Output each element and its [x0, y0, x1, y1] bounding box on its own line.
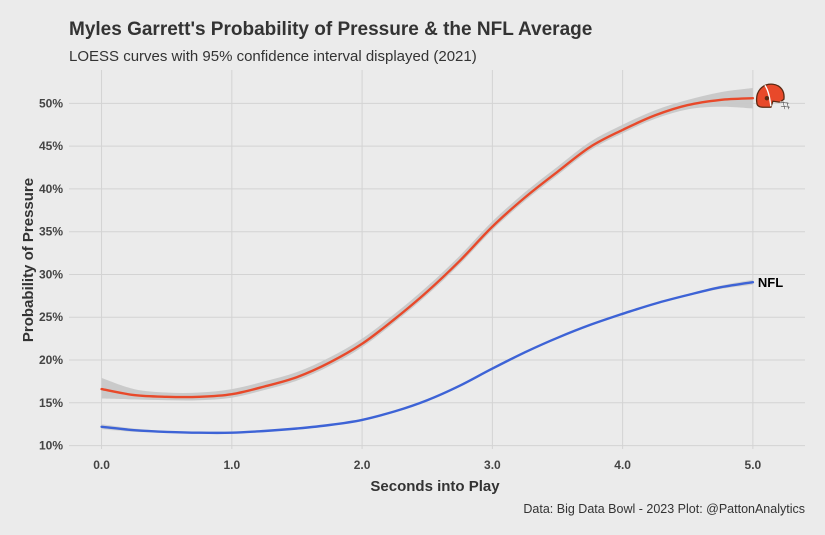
series-line-garrett [100, 97, 755, 399]
y-tick-label: 35% [39, 225, 63, 239]
x-tick-label: 3.0 [484, 458, 501, 472]
chart-title: Myles Garrett's Probability of Pressure … [69, 19, 592, 40]
y-tick-label: 20% [39, 353, 63, 367]
y-tick-label: 45% [39, 139, 63, 153]
y-tick-label: 25% [39, 310, 63, 324]
gridlines [69, 70, 805, 449]
browns-helmet-icon [755, 83, 790, 110]
x-tick-label: 0.0 [93, 458, 110, 472]
chart-subtitle: LOESS curves with 95% confidence interva… [69, 48, 477, 65]
y-axis-title: Probability of Pressure [20, 178, 37, 342]
y-tick-label: 30% [39, 267, 63, 281]
series-lines [100, 97, 755, 435]
x-tick-label: 5.0 [745, 458, 762, 472]
series-line-nfl [100, 281, 755, 435]
x-axis-title: Seconds into Play [370, 478, 500, 495]
series-label-nfl: NFL [758, 275, 783, 290]
chart-caption: Data: Big Data Bowl - 2023 Plot: @Patton… [523, 502, 805, 516]
x-tick-label: 1.0 [223, 458, 240, 472]
y-tick-label: 10% [39, 439, 63, 453]
x-tick-label: 4.0 [614, 458, 631, 472]
confidence-bands [101, 88, 753, 434]
x-tick-label: 2.0 [354, 458, 371, 472]
confidence-band-garrett [101, 88, 753, 401]
axis-ticks: 10% 15% 20% 25% 30% 35% 40% 45% 50% 0.0 1.0 2.0 3.0 4… [39, 96, 762, 472]
y-tick-label: 50% [39, 96, 63, 110]
y-tick-label: 15% [39, 396, 63, 410]
y-tick-label: 40% [39, 182, 63, 196]
